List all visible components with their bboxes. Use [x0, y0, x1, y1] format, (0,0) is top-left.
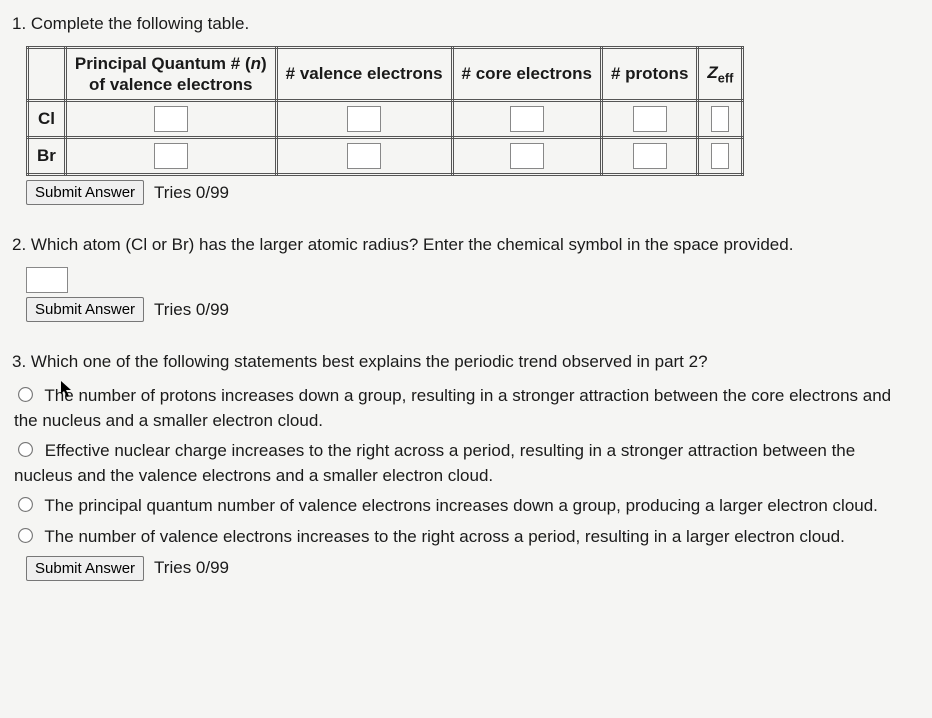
q3-submit-row: Submit Answer Tries 0/99: [26, 556, 920, 581]
q1-prompt: 1. Complete the following table.: [12, 12, 920, 36]
table-row-cl: Cl: [28, 101, 743, 138]
row-label-cl: Cl: [28, 101, 66, 138]
q2-text: Which atom (Cl or Br) has the larger ato…: [31, 235, 794, 254]
q3-radio-1[interactable]: [18, 387, 33, 402]
q3-number: 3.: [12, 352, 26, 371]
q3-text: Which one of the following statements be…: [31, 352, 708, 371]
br-valence-input[interactable]: [347, 143, 381, 169]
q3-radio-4[interactable]: [18, 528, 33, 543]
q3-option-4-text: The number of valence electrons increase…: [44, 527, 844, 546]
cl-zeff-input[interactable]: [711, 106, 729, 132]
q3-option-3-text: The principal quantum number of valence …: [44, 496, 877, 515]
cl-protons-input[interactable]: [633, 106, 667, 132]
q3-option-2[interactable]: Effective nuclear charge increases to th…: [14, 439, 918, 488]
q3-radio-2[interactable]: [18, 442, 33, 457]
question-3: 3. Which one of the following statements…: [12, 350, 920, 581]
question-1: 1. Complete the following table. Princip…: [12, 12, 920, 205]
q2-submit-row: Submit Answer Tries 0/99: [26, 297, 920, 322]
header-core-electrons: # core electrons: [452, 47, 601, 101]
q2-number: 2.: [12, 235, 26, 254]
q1-number: 1.: [12, 14, 26, 33]
table-row-br: Br: [28, 138, 743, 175]
q3-option-2-text: Effective nuclear charge increases to th…: [14, 441, 855, 485]
br-zeff-input[interactable]: [711, 143, 729, 169]
q3-radio-3[interactable]: [18, 497, 33, 512]
cl-core-input[interactable]: [510, 106, 544, 132]
row-label-br: Br: [28, 138, 66, 175]
q1-tries: Tries 0/99: [154, 183, 229, 203]
cl-principal-input[interactable]: [154, 106, 188, 132]
q1-table: Principal Quantum # (n) of valence elect…: [26, 46, 744, 177]
q1-submit-button[interactable]: Submit Answer: [26, 180, 144, 205]
q2-submit-button[interactable]: Submit Answer: [26, 297, 144, 322]
br-core-input[interactable]: [510, 143, 544, 169]
q1-text: Complete the following table.: [31, 14, 249, 33]
q2-tries: Tries 0/99: [154, 300, 229, 320]
q3-option-1-text: The number of protons increases down a g…: [14, 386, 891, 430]
table-header-row: Principal Quantum # (n) of valence elect…: [28, 47, 743, 101]
zeff-eff: eff: [718, 70, 734, 85]
q2-prompt: 2. Which atom (Cl or Br) has the larger …: [12, 233, 920, 257]
hdr1-part2: ): [261, 54, 267, 73]
cl-valence-input[interactable]: [347, 106, 381, 132]
header-valence-electrons: # valence electrons: [276, 47, 452, 101]
q3-option-4[interactable]: The number of valence electrons increase…: [14, 525, 918, 550]
header-zeff: Zeff: [698, 47, 743, 101]
header-principal-quantum: Principal Quantum # (n) of valence elect…: [65, 47, 276, 101]
hdr1-line2: of valence electrons: [89, 75, 252, 94]
q2-answer-input[interactable]: [26, 267, 68, 293]
zeff-z: Z: [707, 63, 717, 82]
q3-option-3[interactable]: The principal quantum number of valence …: [14, 494, 918, 519]
header-protons: # protons: [601, 47, 697, 101]
hdr1-n: n: [251, 54, 261, 73]
br-principal-input[interactable]: [154, 143, 188, 169]
br-protons-input[interactable]: [633, 143, 667, 169]
q3-submit-button[interactable]: Submit Answer: [26, 556, 144, 581]
q3-prompt: 3. Which one of the following statements…: [12, 350, 920, 374]
q3-tries: Tries 0/99: [154, 558, 229, 578]
hdr1-part1: Principal Quantum # (: [75, 54, 251, 73]
question-2: 2. Which atom (Cl or Br) has the larger …: [12, 233, 920, 322]
header-blank: [28, 47, 66, 101]
q1-submit-row: Submit Answer Tries 0/99: [26, 180, 920, 205]
q3-option-1[interactable]: The number of protons increases down a g…: [14, 384, 918, 433]
